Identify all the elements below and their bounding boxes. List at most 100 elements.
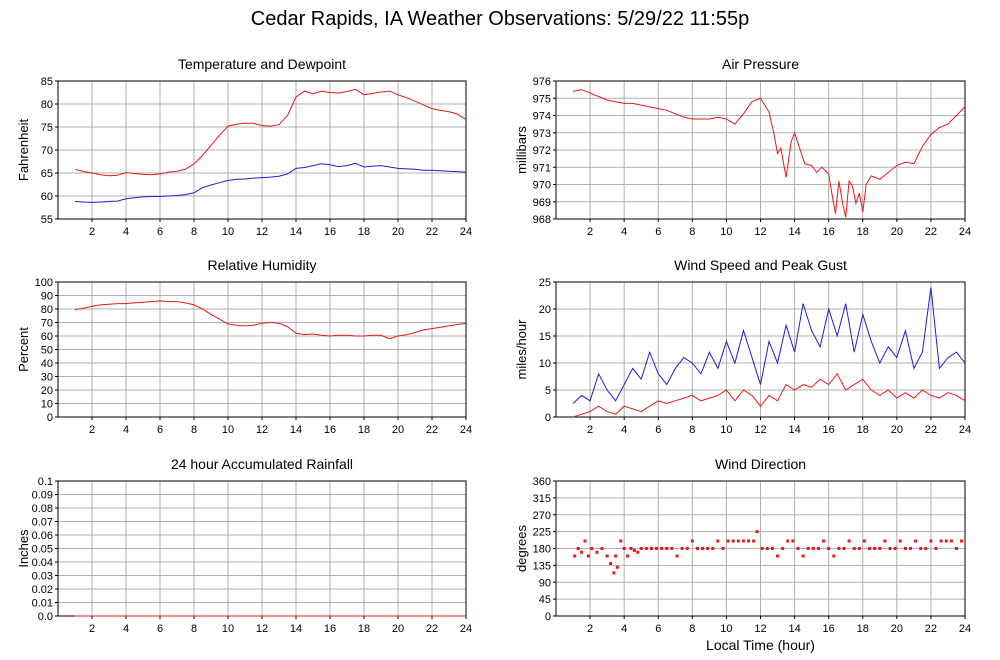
y-tick-label: 968: [533, 214, 551, 226]
x-tick-label: 18: [358, 623, 370, 635]
x-tick-label: 16: [324, 226, 336, 238]
y-tick-label: 30: [41, 372, 53, 384]
x-tick-label: 18: [857, 226, 869, 238]
y-tick-label: 40: [41, 358, 53, 370]
direction-point: [600, 547, 604, 550]
direction-point: [852, 547, 856, 550]
direction-point: [590, 547, 594, 550]
x-tick-label: 12: [754, 623, 766, 635]
x-tick-label: 22: [426, 623, 438, 635]
direction-point: [580, 550, 584, 554]
y-tick-label: 0.0: [38, 611, 53, 623]
y-tick-label: 50: [41, 345, 53, 357]
direction-point: [619, 539, 623, 543]
direction-point: [747, 539, 751, 543]
y-tick-label: 80: [41, 99, 53, 111]
y-tick-label: 75: [41, 122, 53, 134]
x-tick-label: 24: [460, 226, 472, 238]
x-tick-label: 22: [925, 226, 937, 238]
y-tick-label: 100: [35, 277, 53, 289]
x-tick-label: 8: [689, 623, 695, 635]
y-tick-label: 15: [539, 331, 551, 343]
direction-point: [639, 547, 643, 550]
x-tick-label: 10: [720, 623, 732, 635]
direction-point: [944, 539, 948, 543]
direction-point: [586, 554, 590, 558]
direction-point: [576, 547, 580, 550]
y-tick-label: 315: [533, 493, 551, 505]
direction-point: [680, 547, 684, 550]
direction-point: [903, 547, 907, 550]
x-tick-label: 20: [891, 623, 903, 635]
x-tick-label: 22: [426, 226, 438, 238]
x-tick-label: 14: [788, 623, 800, 635]
x-tick-label: 8: [689, 424, 695, 436]
x-tick-label: 12: [256, 226, 268, 238]
x-tick-label: 14: [290, 226, 302, 238]
wind-series-red: [572, 372, 966, 418]
y-tick-label: 0.06: [32, 530, 53, 542]
x-tick-label: 6: [157, 226, 163, 238]
y-tick-label: 974: [533, 111, 551, 123]
pressure-title: Air Pressure: [722, 56, 799, 72]
direction-point: [605, 554, 609, 558]
direction-point: [776, 554, 780, 558]
x-tick-label: 24: [959, 623, 971, 635]
direction-point: [873, 547, 877, 550]
direction-point: [629, 547, 633, 550]
x-tick-label: 16: [823, 623, 835, 635]
y-tick-label: 0.09: [32, 490, 53, 502]
y-tick-label: 25: [539, 277, 551, 289]
x-tick-label: 4: [621, 424, 627, 436]
direction-point: [615, 565, 619, 569]
y-tick-label: 180: [533, 544, 551, 556]
direction-point: [878, 547, 882, 550]
x-tick-label: 18: [857, 424, 869, 436]
direction-point: [954, 547, 958, 550]
direction-point: [695, 547, 699, 550]
x-tick-label: 2: [587, 226, 593, 238]
x-tick-label: 18: [857, 623, 869, 635]
y-tick-label: 0.03: [32, 571, 53, 583]
direction-point: [883, 539, 887, 543]
direction-title: Wind Direction: [715, 456, 806, 472]
direction-point: [786, 539, 790, 543]
direction-point: [827, 547, 831, 550]
x-tick-label: 16: [823, 424, 835, 436]
x-tick-label: 16: [324, 623, 336, 635]
x-tick-label: 4: [123, 623, 129, 635]
direction-point: [811, 547, 815, 550]
x-tick-label: 10: [720, 424, 732, 436]
direction-point: [701, 547, 705, 550]
x-tick-label: 6: [655, 424, 661, 436]
x-tick-label: 2: [89, 226, 95, 238]
x-tick-label: 20: [891, 424, 903, 436]
direction-point: [675, 554, 679, 558]
y-tick-label: 45: [539, 594, 551, 606]
humidity-series-red: [74, 300, 467, 340]
x-tick-label: 4: [123, 226, 129, 238]
direction-point: [934, 547, 938, 550]
temperature-series-red: [74, 88, 467, 177]
direction-point: [614, 554, 618, 558]
direction-point: [806, 547, 810, 550]
x-tick-label: 24: [959, 424, 971, 436]
x-tick-label: 16: [823, 226, 835, 238]
direction-point: [822, 539, 826, 543]
direction-point: [644, 547, 648, 550]
x-tick-label: 10: [222, 226, 234, 238]
rainfall-title: 24 hour Accumulated Rainfall: [171, 456, 353, 472]
y-tick-label: 973: [533, 128, 551, 140]
x-tick-label: 6: [655, 226, 661, 238]
direction-point: [660, 547, 664, 550]
x-tick-label: 10: [222, 623, 234, 635]
direction-point: [949, 539, 953, 543]
x-tick-label: 24: [959, 226, 971, 238]
y-tick-label: 975: [533, 93, 551, 105]
direction-point: [670, 547, 674, 550]
direction-point: [649, 547, 653, 550]
direction-point: [929, 539, 933, 543]
